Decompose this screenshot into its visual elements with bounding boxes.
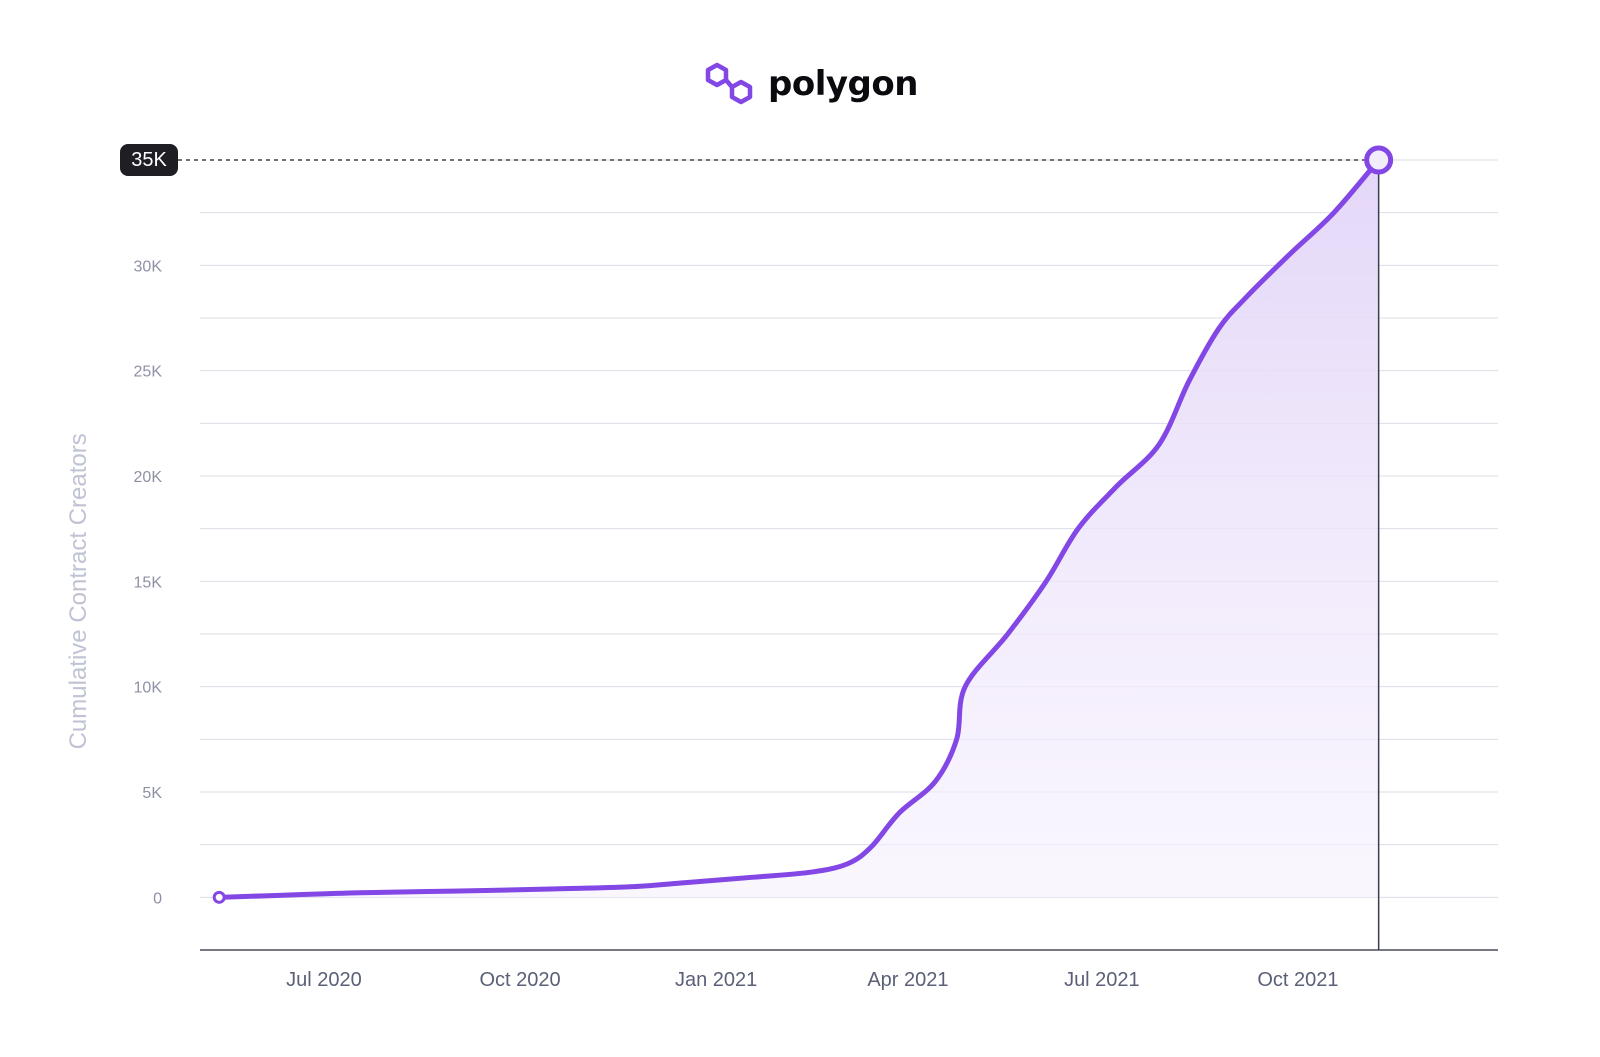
highlight-badge: 35K	[120, 144, 178, 176]
x-tick-label: Apr 2021	[867, 969, 948, 991]
y-tick-labels: 0 5K 10K 15K 20K 25K 30K	[134, 258, 163, 907]
y-tick-label: 15K	[134, 574, 163, 591]
y-tick-label: 0	[153, 890, 162, 907]
highlight-badge-bg	[120, 144, 178, 176]
x-tick-label: Oct 2021	[1257, 969, 1338, 991]
y-tick-label: 25K	[134, 364, 163, 381]
end-point	[1364, 145, 1394, 175]
x-tick-label: Jul 2020	[286, 969, 362, 991]
y-axis-label: Cumulative Contract Creators	[65, 433, 92, 749]
highlight-badge-label: 35K	[131, 149, 167, 171]
x-tick-label: Jul 2021	[1064, 969, 1140, 991]
polygon-logo: polygon	[704, 56, 918, 112]
y-tick-label: 30K	[134, 258, 163, 275]
polygon-logo-icon	[705, 62, 753, 105]
y-tick-label: 10K	[134, 680, 163, 697]
brand-name: polygon	[768, 64, 918, 104]
x-tick-label: Jan 2021	[675, 969, 757, 991]
start-point	[212, 890, 226, 904]
area-fill	[219, 160, 1379, 898]
data-points	[212, 145, 1394, 904]
x-tick-label: Oct 2020	[479, 969, 560, 991]
x-tick-labels: Jul 2020 Oct 2020 Jan 2021 Apr 2021 Jul 2021…	[286, 969, 1338, 991]
y-tick-label: 5K	[142, 785, 162, 802]
y-tick-label: 20K	[134, 469, 163, 486]
series-line	[216, 157, 1382, 900]
